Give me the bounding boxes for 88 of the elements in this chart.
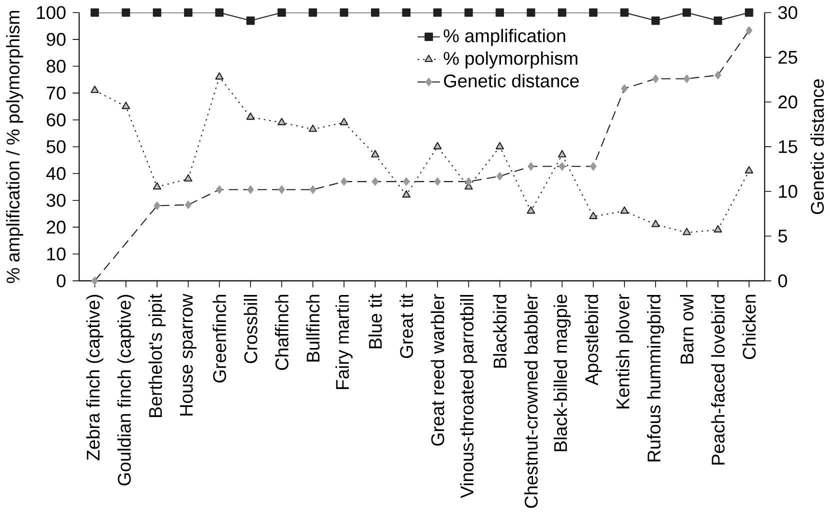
y-tick-label: 100 — [37, 6, 66, 20]
legend-label: Genetic distance — [444, 74, 579, 88]
x-tick-label: Chaffinch — [274, 295, 288, 370]
point — [682, 8, 691, 17]
point — [526, 8, 536, 17]
point — [744, 8, 754, 17]
point — [152, 8, 162, 17]
x-tick-label: Barn owl — [680, 295, 694, 364]
x-tick-label: Chicken — [742, 295, 756, 360]
y-tick-label: 0 — [56, 274, 66, 288]
point — [714, 225, 722, 233]
y2-tick-label: 25 — [778, 50, 798, 64]
point — [122, 8, 130, 17]
point — [496, 142, 504, 150]
point — [278, 8, 286, 17]
point — [558, 150, 566, 158]
y-tick-label: 60 — [46, 113, 66, 126]
point — [402, 190, 410, 198]
x-tick-label: Vinous-throated parrotbill — [460, 295, 478, 498]
point — [370, 8, 380, 17]
y2-axis-title: Genetic distance — [810, 79, 824, 214]
x-tick-label: Great reed warbler — [430, 294, 444, 446]
y2-tick-label: 0 — [778, 274, 788, 288]
point — [589, 212, 598, 220]
x-tick-label: Gouldian finch (captive) — [117, 295, 134, 486]
point — [682, 228, 691, 236]
x-tick-label: Bullfinch — [306, 295, 320, 362]
point — [433, 8, 442, 17]
point — [744, 166, 754, 174]
x-tick-label: Rufous hummingbird — [647, 295, 664, 462]
legend-label: % polymorphism — [444, 51, 578, 69]
point — [246, 16, 255, 25]
x-tick-label: Zebra finch (captive) — [86, 294, 104, 460]
x-tick-label: Great tit — [400, 294, 414, 358]
x-tick-label: Blackbird — [493, 295, 507, 368]
point — [496, 8, 504, 17]
point — [371, 150, 380, 158]
y-tick-label: 50 — [46, 140, 66, 154]
point — [651, 16, 660, 25]
point — [152, 182, 162, 190]
y-tick-label: 20 — [46, 220, 66, 234]
point — [714, 16, 722, 25]
point — [402, 8, 411, 17]
x-tick-label: Greenfinch — [212, 295, 226, 383]
point — [215, 8, 224, 17]
point — [340, 8, 348, 17]
point — [620, 206, 629, 214]
x-tick-label: Apostlebird — [584, 295, 602, 386]
point — [589, 8, 598, 17]
y-tick-label: 30 — [46, 194, 66, 207]
x-tick-label: Fairy martin — [335, 295, 353, 390]
y2-tick-label: 30 — [778, 6, 798, 20]
y-tick-label: 80 — [46, 60, 66, 73]
point — [558, 8, 566, 17]
point — [620, 8, 629, 17]
x-tick-label: Blue tit — [368, 294, 382, 348]
x-tick-label: House sparrow — [180, 294, 196, 416]
x-tick-label: Berthelot's pipit — [148, 294, 166, 418]
point — [215, 72, 224, 80]
point — [651, 220, 660, 228]
point — [433, 142, 442, 150]
y-tick-label: 40 — [46, 167, 66, 180]
y2-tick-label: 10 — [778, 184, 798, 198]
point — [278, 118, 286, 126]
y2-tick-label: 20 — [778, 96, 798, 109]
point — [526, 206, 536, 214]
y-tick-label: 10 — [47, 248, 66, 261]
y-tick-label: 70 — [46, 86, 66, 100]
legend-label: % amplification — [444, 28, 566, 46]
point — [90, 8, 99, 17]
x-tick-label: Black-billed magpie — [554, 294, 571, 452]
x-tick-label: Peach-faced lovebird — [711, 295, 725, 465]
point — [308, 8, 318, 17]
point — [122, 102, 130, 110]
x-tick-label: Chestnut-crowned babbler — [524, 294, 538, 508]
point — [184, 174, 192, 182]
y-axis-title: % amplification / % polymorphism — [6, 11, 24, 284]
point — [184, 8, 192, 17]
point — [90, 86, 99, 94]
point — [246, 112, 255, 120]
point — [340, 118, 348, 126]
point — [464, 8, 473, 17]
x-tick-label: Kentish plover — [616, 294, 633, 408]
y2-tick-label: 15 — [778, 140, 798, 154]
y-tick-label: 90 — [46, 32, 66, 46]
x-tick-label: Crossbill — [244, 295, 258, 364]
point — [308, 124, 318, 132]
y2-tick-label: 5 — [778, 230, 787, 243]
